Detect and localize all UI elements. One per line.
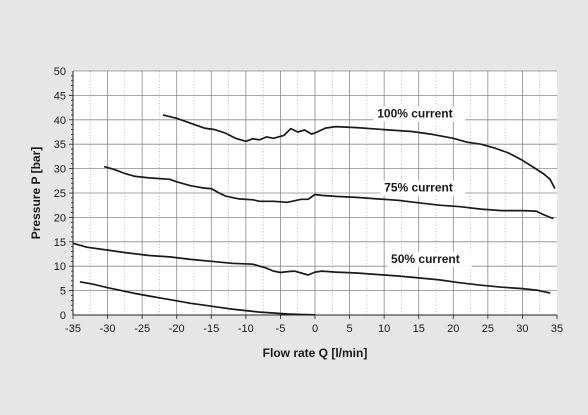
x-tick-label: -30 [100, 323, 116, 335]
curve-label-bg [387, 251, 473, 267]
x-tick-label: -20 [169, 323, 185, 335]
y-tick-label: 5 [60, 286, 66, 298]
curve-label-bg [380, 180, 466, 196]
series-line-3 [72, 242, 551, 294]
y-tick-label: 20 [54, 212, 66, 224]
x-tick-label: -10 [238, 323, 254, 335]
curve-label-1: 100% current [377, 106, 452, 120]
y-tick-label: 25 [54, 188, 66, 200]
series-line-2 [103, 165, 554, 220]
x-tick-label: 30 [516, 323, 528, 335]
y-tick-label: 50 [54, 66, 66, 78]
y-tick-label: 45 [54, 90, 66, 102]
x-tick-label: 20 [447, 323, 459, 335]
x-tick-label: 5 [347, 323, 353, 335]
y-tick-label: 40 [54, 115, 66, 127]
curve-label-2: 75% current [384, 181, 453, 195]
y-tick-label: 35 [54, 139, 66, 151]
y-tick-label: 0 [60, 310, 66, 322]
x-axis-title: Flow rate Q [l/min] [263, 346, 368, 360]
curve-label-bg [373, 106, 466, 122]
x-tick-label: 35 [551, 323, 563, 335]
curve-label-3: 50% current [391, 252, 460, 266]
y-tick-label: 10 [54, 261, 66, 273]
series-line-1 [162, 114, 556, 189]
x-tick-label: 10 [378, 323, 390, 335]
x-tick-label: -15 [203, 323, 219, 335]
x-tick-label: -25 [134, 323, 150, 335]
x-tick-label: 0 [312, 323, 318, 335]
y-tick-label: 15 [54, 237, 66, 249]
y-tick-label: 30 [54, 164, 66, 176]
x-tick-label: 15 [413, 323, 425, 335]
series-line-4 [79, 280, 316, 316]
x-tick-label: -5 [276, 323, 286, 335]
y-axis-title: Pressure P [bar] [29, 147, 43, 240]
x-tick-label: -35 [65, 323, 81, 335]
x-tick-label: 25 [482, 323, 494, 335]
